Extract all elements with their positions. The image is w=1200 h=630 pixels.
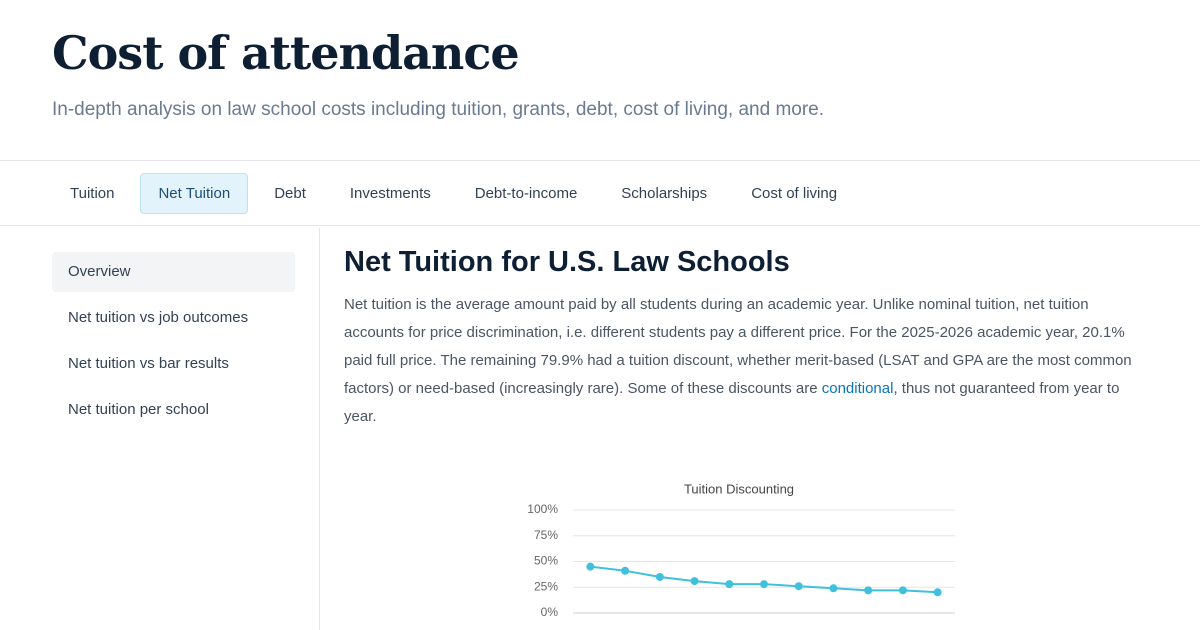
tab[interactable]: Investments bbox=[349, 184, 431, 202]
data-point bbox=[760, 580, 768, 589]
sidebar-item[interactable]: Net tuition vs bar results bbox=[68, 355, 229, 372]
data-point bbox=[898, 586, 907, 595]
tab[interactable]: Scholarships bbox=[621, 184, 708, 202]
data-point bbox=[621, 566, 630, 575]
data-point bbox=[690, 577, 699, 586]
text: , thus not guaranteed from year to year. bbox=[344, 380, 1120, 425]
tab[interactable]: Debt-to-income bbox=[474, 184, 578, 202]
tab[interactable]: Tuition bbox=[70, 184, 115, 202]
page-subtitle: In-depth analysis on law school costs in… bbox=[52, 99, 825, 120]
data-point bbox=[829, 584, 838, 593]
y-tick-label: 50% bbox=[534, 554, 558, 568]
data-point bbox=[586, 562, 595, 571]
text: Net tuition is the average amount paid b… bbox=[344, 296, 1132, 397]
data-point bbox=[864, 586, 873, 595]
data-point bbox=[725, 580, 734, 589]
tab-bar: Tuition Net Tuition Debt Investments Debt-to… bbox=[0, 160, 1200, 226]
y-tick-label: 75% bbox=[534, 528, 558, 542]
tab[interactable]: Cost of living bbox=[751, 184, 838, 202]
tab[interactable]: Debt bbox=[274, 184, 306, 202]
y-tick-label: 0% bbox=[541, 605, 559, 619]
sidebar-item[interactable]: Net tuition per school bbox=[68, 401, 209, 418]
data-point bbox=[655, 572, 664, 581]
page-title: Cost of attendance bbox=[52, 26, 520, 80]
article-text: Net tuition is the average amount paid b… bbox=[344, 291, 1144, 431]
sidebar-item[interactable]: Overview bbox=[52, 252, 295, 292]
y-tick-label: 100% bbox=[527, 502, 558, 516]
data-point bbox=[933, 588, 942, 597]
y-tick-label: 25% bbox=[534, 579, 558, 593]
data-line bbox=[590, 565, 938, 594]
data-point bbox=[794, 582, 803, 591]
sidebar-item[interactable]: Net tuition vs job outcomes bbox=[68, 309, 249, 326]
tab[interactable]: Net Tuition bbox=[140, 172, 249, 214]
link[interactable]: conditional bbox=[821, 380, 894, 397]
article-title: Net Tuition for U.S. Law Schools bbox=[344, 246, 790, 278]
sidebar: Overview Net tuition vs job outcomes Net t… bbox=[0, 228, 320, 630]
chart-title: Tuition Discounting bbox=[684, 481, 794, 496]
